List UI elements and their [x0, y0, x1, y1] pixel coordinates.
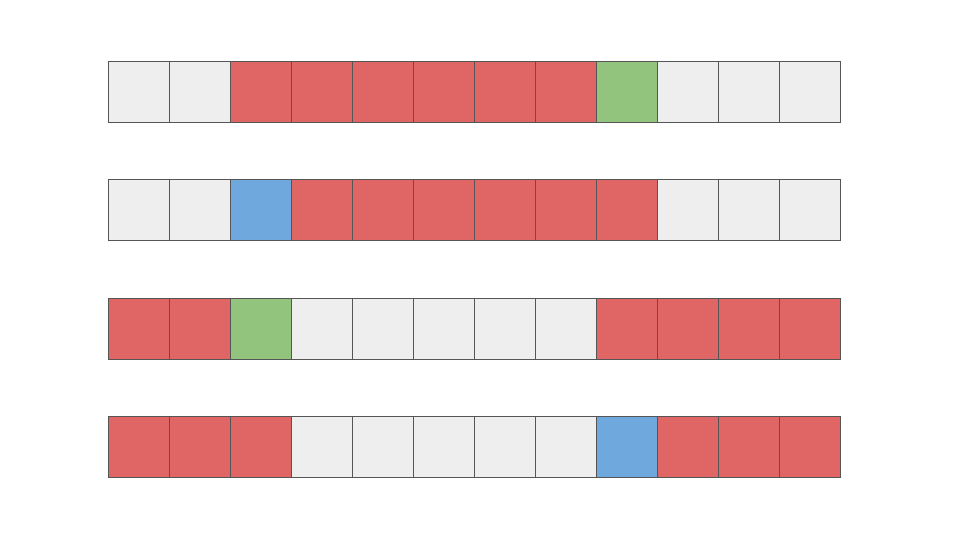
cell-row-2 [108, 179, 852, 241]
cell-red [230, 416, 292, 478]
cell-red [779, 416, 841, 478]
cell-red [169, 298, 231, 360]
cell-red [718, 416, 780, 478]
cell-red [230, 61, 292, 123]
cell-empty [108, 179, 170, 241]
cell-red [474, 179, 536, 241]
cell-empty [657, 179, 719, 241]
cell-row-1 [108, 61, 852, 123]
cell-row-3 [108, 298, 852, 360]
cell-empty [535, 416, 597, 478]
cell-empty [413, 416, 475, 478]
cell-red [474, 61, 536, 123]
cell-red [535, 179, 597, 241]
cell-red [169, 416, 231, 478]
cell-red [535, 61, 597, 123]
cell-red [413, 61, 475, 123]
cell-red [657, 416, 719, 478]
cell-empty [718, 179, 780, 241]
cell-red [291, 179, 353, 241]
cell-red [657, 298, 719, 360]
cell-red [779, 298, 841, 360]
cell-red [352, 179, 414, 241]
cell-red [413, 179, 475, 241]
cell-empty [352, 298, 414, 360]
cell-empty [535, 298, 597, 360]
cell-red [596, 298, 658, 360]
cell-red [108, 416, 170, 478]
cell-empty [291, 416, 353, 478]
cell-empty [291, 298, 353, 360]
cell-blue [230, 179, 292, 241]
cell-green [596, 61, 658, 123]
cell-green [230, 298, 292, 360]
cell-row-4 [108, 416, 852, 478]
cell-empty [352, 416, 414, 478]
cell-red [352, 61, 414, 123]
cell-empty [779, 179, 841, 241]
cell-empty [474, 298, 536, 360]
cell-empty [718, 61, 780, 123]
cell-blue [596, 416, 658, 478]
cell-red [596, 179, 658, 241]
cell-red [718, 298, 780, 360]
cell-empty [657, 61, 719, 123]
cell-empty [169, 61, 231, 123]
cell-empty [474, 416, 536, 478]
cell-red [291, 61, 353, 123]
cell-empty [169, 179, 231, 241]
cell-red [108, 298, 170, 360]
cell-empty [779, 61, 841, 123]
cell-empty [108, 61, 170, 123]
cell-empty [413, 298, 475, 360]
